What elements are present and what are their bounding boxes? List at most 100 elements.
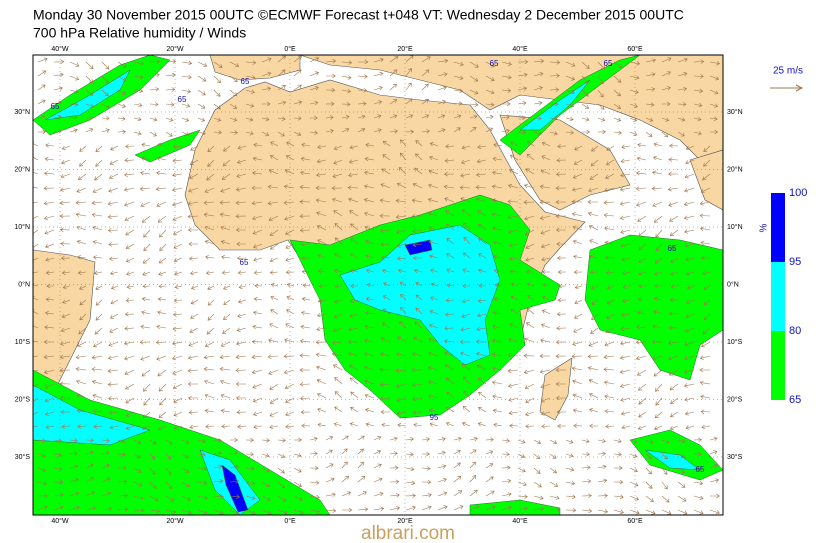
wind-arrow: [341, 491, 352, 497]
wind-arrow: [508, 243, 519, 248]
wind-arrow: [655, 397, 663, 406]
wind-arrow: [156, 324, 167, 330]
wind-arrow: [469, 449, 477, 455]
wind-arrow: [606, 285, 615, 290]
wind-arrow: [389, 479, 400, 485]
wind-arrow: [222, 159, 231, 167]
wind-arrow: [653, 142, 663, 147]
wind-arrow: [236, 241, 246, 247]
wind-arrow: [350, 223, 359, 231]
longitude-label: 40°E: [512, 517, 528, 525]
wind-arrow: [399, 152, 407, 161]
wind-arrow: [110, 299, 119, 305]
wind-arrow: [446, 268, 455, 273]
wind-arrow: [277, 438, 286, 443]
wind-arrow: [421, 505, 432, 511]
wind-arrow: [507, 353, 519, 358]
wind-arrow: [581, 103, 590, 109]
wind-arrow: [565, 75, 576, 81]
latitude-label: 20°S: [727, 395, 743, 403]
wind-arrow: [699, 355, 711, 360]
wind-arrow: [373, 128, 382, 133]
wind-arrow: [125, 425, 135, 430]
wind-arrow: [301, 296, 311, 302]
wind-arrow: [110, 285, 119, 290]
land: [209, 55, 301, 81]
wind-arrow: [571, 212, 583, 217]
wind-arrow: [236, 327, 247, 332]
humidity-area: [33, 384, 151, 446]
latitude-label: 30°N: [727, 108, 743, 116]
wind-arrow: [636, 201, 647, 207]
longitude-label: 40°W: [51, 517, 69, 525]
wind-arrow: [285, 257, 295, 262]
wind-arrow: [349, 210, 359, 217]
wind-arrow: [463, 222, 471, 231]
wind-arrow: [654, 425, 663, 431]
wind-arrow: [117, 452, 126, 457]
wind-arrow: [645, 87, 656, 92]
wind-arrow: [475, 339, 487, 345]
wind-arrow: [428, 240, 439, 245]
wind-arrow: [405, 480, 416, 486]
wind-arrow: [437, 114, 446, 119]
wind-arrow: [325, 73, 336, 79]
wind-arrow: [33, 270, 39, 275]
wind-arrow: [686, 271, 695, 276]
wind-arrow: [604, 187, 615, 193]
wind-arrow: [69, 61, 80, 67]
wind-arrow: [365, 142, 375, 148]
wind-arrow: [235, 213, 247, 219]
wind-arrow: [283, 354, 295, 359]
humidity-area: [404, 239, 433, 256]
wind-arrow: [285, 269, 295, 275]
wind-arrow: [587, 211, 599, 217]
wind-arrow: [172, 312, 183, 317]
wind-arrow: [309, 130, 319, 135]
wind-arrow: [453, 475, 462, 483]
wind-arrow: [316, 172, 327, 178]
wind-arrow: [277, 509, 288, 515]
wind-arrow: [143, 229, 151, 238]
wind-arrow: [629, 117, 638, 122]
wind-arrow: [589, 254, 599, 259]
wind-arrow: [91, 200, 103, 206]
wind-arrow: [654, 257, 663, 264]
wind-arrow: [37, 114, 46, 119]
wind-arrow: [61, 270, 71, 275]
wind-arrow: [389, 114, 398, 119]
wind-arrow: [670, 397, 679, 405]
wind-arrow: [237, 270, 247, 275]
wind-arrow: [556, 409, 567, 415]
wind-arrow: [460, 159, 471, 165]
wind-arrow: [133, 131, 142, 136]
wind-arrow: [509, 323, 519, 329]
wind-arrow: [159, 243, 167, 251]
wind-arrow: [207, 313, 215, 321]
wind-arrow: [37, 505, 48, 511]
wind-arrow: [645, 131, 653, 137]
wind-arrow: [261, 116, 270, 122]
wind-arrow: [395, 214, 407, 220]
wind-arrow: [277, 495, 287, 502]
wind-arrow: [381, 168, 391, 175]
wind-arrow: [389, 129, 399, 134]
wind-arrow: [574, 145, 583, 151]
wind-arrow: [277, 116, 286, 121]
wind-arrow: [415, 294, 423, 301]
wind-arrow: [269, 229, 279, 236]
wind-arrow: [222, 327, 231, 334]
wind-arrow: [453, 127, 461, 133]
wind-arrow: [597, 438, 606, 444]
map-axes: 40°W 40°W 20°W 20°W 0°E 0°E 20°E 20°E 40°E 40°E 60…: [14, 45, 742, 525]
wind-arrow: [157, 297, 167, 302]
wind-arrow: [693, 131, 702, 136]
wind-arrow: [286, 295, 295, 301]
wind-arrow: [189, 270, 199, 276]
wind-arrow: [571, 187, 583, 192]
wind-arrow: [709, 509, 720, 515]
wind-arrow: [637, 297, 647, 302]
wind-arrow: [699, 380, 711, 386]
wind-arrow: [427, 351, 439, 357]
wind-arrow: [221, 173, 231, 180]
